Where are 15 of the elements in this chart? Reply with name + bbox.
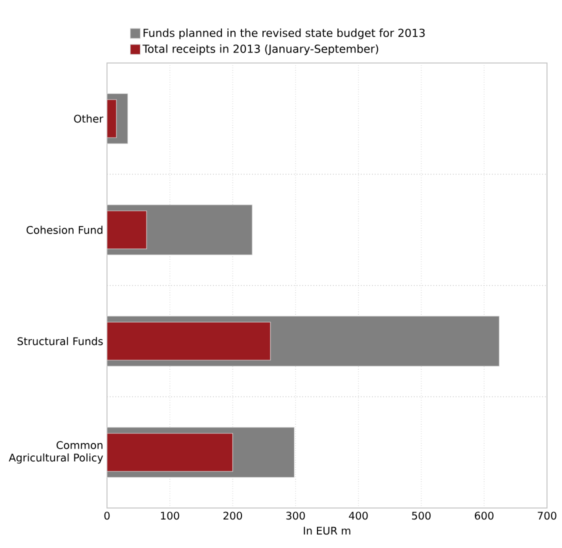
x-tick-label: 300: [286, 512, 305, 520]
y-tick-label: Other: [74, 114, 104, 123]
x-tick-label: 700: [538, 512, 556, 520]
x-tick-label: 500: [412, 512, 431, 520]
legend-label: Funds planned in the revised state budget for 2013: [144, 28, 425, 40]
x-tick-label: 200: [223, 512, 242, 520]
x-tick-label: 0: [104, 512, 110, 520]
y-tick-label: Structural Funds: [18, 337, 103, 346]
x-tick-label: 600: [474, 512, 494, 520]
y-tick-label: Common Agricultural Policy: [8, 441, 104, 464]
x-axis-title: In EUR m: [304, 526, 350, 535]
x-tick-label: 400: [348, 512, 368, 520]
legend-label: Total receipts in 2013 (January-September): [142, 44, 378, 56]
x-tick-label: 100: [160, 512, 180, 520]
y-tick-label: Cohesion Fund: [26, 226, 102, 234]
